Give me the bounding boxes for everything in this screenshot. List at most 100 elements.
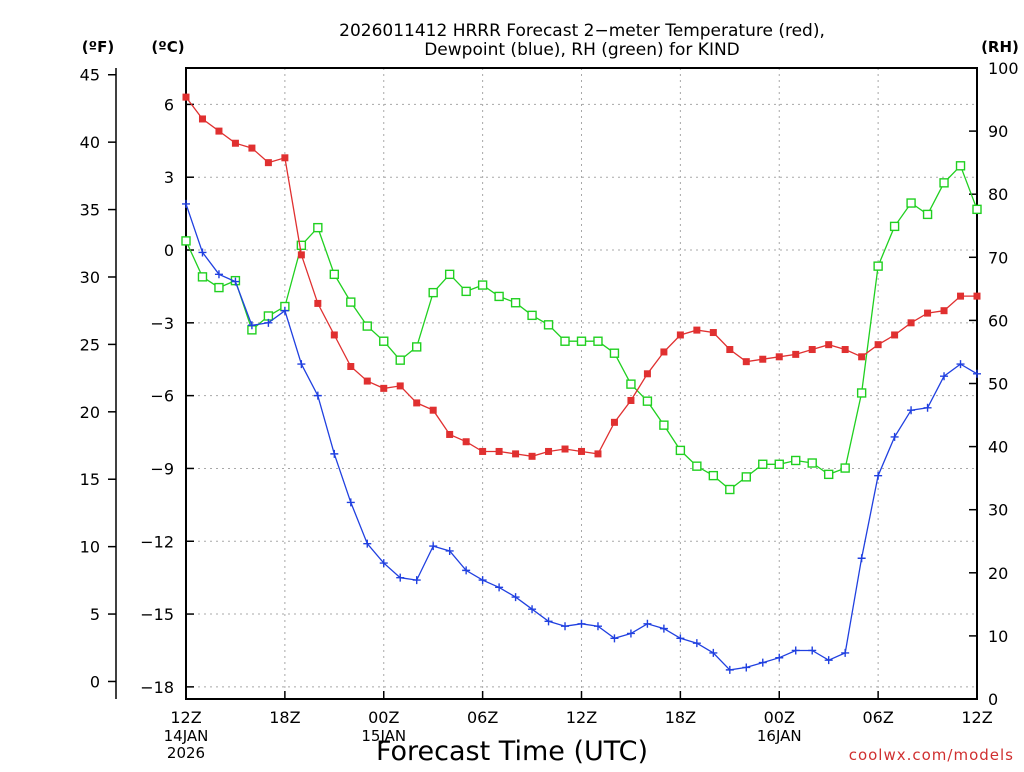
fahrenheit-tick-label: 45	[80, 66, 100, 85]
dewpoint-point	[791, 646, 800, 655]
rh-tick-label: 80	[988, 185, 1008, 204]
dewpoint-point	[775, 653, 784, 662]
temperature-point	[545, 447, 553, 455]
dewpoint-point	[824, 656, 833, 665]
rh-point	[741, 472, 751, 482]
rh-point	[823, 469, 834, 480]
rh-point	[692, 461, 702, 471]
celsius-tick-label: 3	[164, 168, 174, 187]
dewpoint-point	[495, 583, 504, 592]
dewpoint-point	[379, 559, 388, 568]
rh-point	[461, 286, 471, 297]
dewpoint-point	[412, 576, 421, 585]
dewpoint-point	[346, 498, 355, 507]
rh-point	[576, 336, 587, 346]
dewpoint-point	[808, 646, 817, 655]
rh-point	[395, 355, 405, 365]
temperature-point	[264, 159, 272, 167]
temperature-point	[924, 309, 932, 317]
dewpoint-point	[478, 576, 487, 585]
x-tick-label: 00Z	[368, 708, 399, 727]
dewpoint-point	[577, 619, 586, 628]
rh-point	[197, 272, 208, 282]
rh-point	[939, 178, 949, 188]
dewpoint-point	[907, 406, 916, 415]
temperature-point	[512, 450, 520, 458]
temperature-point	[643, 370, 651, 378]
series-layer	[181, 93, 982, 674]
temperature-point	[281, 154, 289, 162]
x-tick-label: 18Z	[269, 708, 300, 727]
temperature-point	[446, 430, 454, 438]
fahrenheit-unit-label: (ºF)	[82, 38, 114, 56]
rh-point	[412, 342, 422, 352]
temperature-point	[380, 384, 388, 392]
dewpoint-point	[742, 663, 751, 672]
temperature-point	[709, 329, 717, 337]
rh-point	[906, 198, 916, 208]
x-axis-title: Forecast Time (UTC)	[376, 736, 648, 767]
rh-point	[379, 336, 389, 346]
x-tick-sublabel: 2026	[167, 744, 205, 762]
dewpoint-point	[511, 593, 520, 602]
temperature-point	[792, 350, 800, 358]
temperature-point	[841, 346, 849, 354]
rh-point	[791, 455, 801, 466]
celsius-unit-label: (ºC)	[151, 38, 184, 56]
rh-point	[477, 280, 488, 290]
dewpoint-point	[280, 306, 289, 315]
dewpoint-point	[593, 622, 602, 631]
dewpoint-point	[659, 624, 668, 633]
rh-point	[626, 379, 636, 389]
temperature-point	[957, 292, 965, 300]
temperature-point	[610, 418, 618, 426]
fahrenheit-tick-label: 35	[80, 201, 100, 220]
temperature-point	[462, 438, 470, 446]
dewpoint-point	[396, 573, 405, 582]
temperature-point	[495, 447, 503, 455]
temperature-point	[561, 445, 569, 453]
rh-point	[593, 336, 603, 346]
dewpoint-point	[758, 658, 767, 667]
temperature-point	[874, 341, 882, 349]
rh-tick-label: 50	[988, 375, 1008, 394]
dewpoint-point	[890, 432, 899, 441]
rh-tick-label: 40	[988, 438, 1008, 457]
temperature-point	[314, 299, 322, 307]
rh-tick-label: 60	[988, 311, 1008, 330]
rh-point	[659, 420, 669, 430]
fahrenheit-tick-label: 0	[90, 672, 100, 691]
dewpoint-point	[923, 403, 932, 412]
temperature-point	[759, 355, 767, 363]
temperature-line	[185, 96, 977, 457]
celsius-tick-label: 0	[164, 241, 174, 260]
dewpoint-point	[643, 619, 652, 628]
temperature-point	[660, 348, 668, 356]
temperature-point	[907, 319, 915, 327]
dewpoint-point	[214, 270, 223, 279]
rh-point	[181, 236, 191, 246]
dewpoint-point	[841, 648, 850, 657]
x-tick-label: 00Z	[764, 708, 795, 727]
temperature-point	[726, 346, 734, 354]
rh-point	[560, 336, 570, 346]
temperature-point	[330, 331, 338, 339]
celsius-tick-label: −18	[140, 678, 174, 697]
rh-point	[922, 209, 933, 220]
temperature-point	[528, 452, 536, 460]
rh-point	[840, 463, 850, 473]
dewpoint-point	[445, 546, 454, 555]
temperature-point	[479, 447, 487, 455]
dewpoint-point	[264, 318, 273, 327]
x-tick-label: 12Z	[566, 708, 597, 727]
rh-point	[428, 287, 438, 298]
dewpoint-point	[709, 648, 718, 657]
dewpoint-point	[330, 449, 339, 458]
rh-tick-label: 90	[988, 122, 1008, 141]
temperature-point	[594, 450, 602, 458]
rh-tick-label: 100	[988, 59, 1019, 78]
temperature-point	[363, 377, 371, 385]
celsius-axis: −18 −15 −12 −9 −6 −3 0 3 6	[140, 95, 194, 697]
